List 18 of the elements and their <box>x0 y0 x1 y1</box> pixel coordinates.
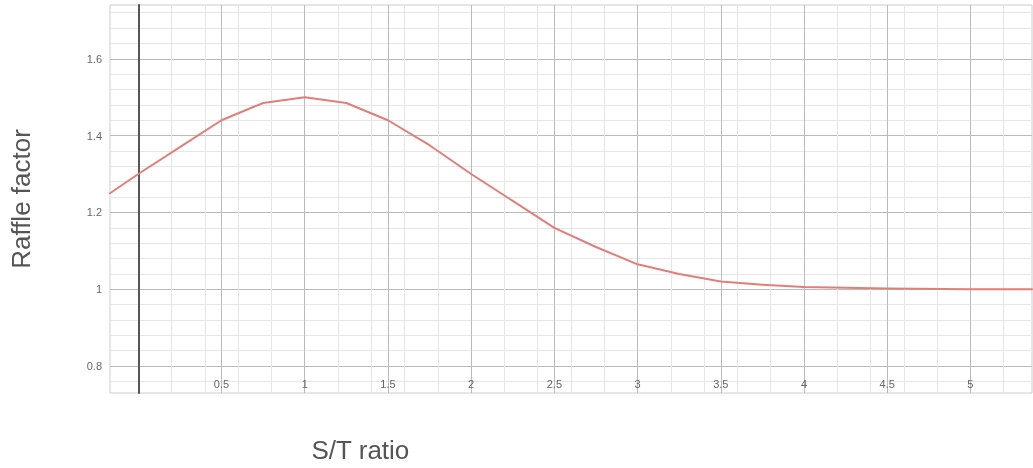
x-tick-label: 0.5 <box>213 377 230 390</box>
y-axis-title: Raffle factor <box>6 128 36 269</box>
x-tick-label: 2.5 <box>546 377 563 390</box>
y-tick-label: 0.8 <box>86 360 102 373</box>
line-series <box>109 96 1033 291</box>
x-tick-label: 2 <box>468 377 475 390</box>
y-tick-label: 1.6 <box>86 52 102 65</box>
x-tick-label: 4 <box>800 377 808 390</box>
x-tick-label: 1.5 <box>380 377 396 390</box>
x-tick-label: 3.5 <box>713 377 729 390</box>
x-tick-label: 4.5 <box>879 377 895 390</box>
y-tick-label: 1.2 <box>86 206 102 219</box>
x-tick-label: 5 <box>967 377 974 390</box>
y-tick-label: 1 <box>95 283 102 296</box>
x-tick-label: 1 <box>301 377 308 390</box>
y-tick-label: 1.4 <box>86 129 102 142</box>
x-axis-title: S/T ratio <box>311 435 410 465</box>
x-tick-label: 3 <box>634 377 641 390</box>
